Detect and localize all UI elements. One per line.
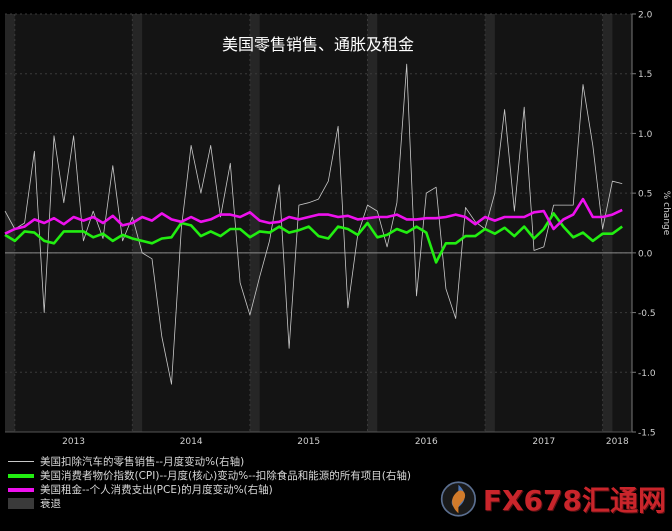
recession-band bbox=[485, 14, 495, 432]
legend-item: 衰退 bbox=[8, 497, 448, 510]
legend-swatch-retail-sales bbox=[8, 461, 34, 462]
x-tick-label: 2015 bbox=[297, 437, 320, 447]
watermark: FX678汇通网 bbox=[440, 477, 666, 521]
y-tick-label: -0.5 bbox=[638, 309, 656, 319]
y-axis-label: % change bbox=[661, 191, 671, 236]
y-tick-label: 0.0 bbox=[638, 249, 653, 259]
legend-label-rent: 美国租金--个人消费支出(PCE)的月度变动%(右轴) bbox=[40, 484, 273, 496]
plot-area bbox=[5, 14, 632, 432]
chart-title: 美国零售销售、通胀及租金 bbox=[222, 35, 414, 54]
legend-swatch-recession bbox=[8, 498, 34, 509]
series-line-2 bbox=[4, 197, 623, 235]
watermark-text: FX678汇通网 bbox=[482, 484, 666, 517]
series-line-1 bbox=[4, 212, 623, 264]
y-tick-label: -1.5 bbox=[638, 429, 656, 439]
legend-item: 美国消费者物价指数(CPI)--月度(核心)变动%--扣除食品和能源的所有项目(… bbox=[8, 469, 448, 482]
series-line-0 bbox=[4, 63, 623, 385]
y-tick-label: 1.5 bbox=[638, 70, 652, 80]
legend-label-retail-sales: 美国扣除汽车的零售销售--月度变动%(右轴) bbox=[40, 456, 245, 468]
line-chart: 2.0 1.5 1.0 0.5 0.0 -0.5 -1.0 -1.5 2013 2014 2015 2… bbox=[4, 11, 671, 447]
legend: 美国扣除汽车的零售销售--月度变动%(右轴) 美国消费者物价指数(CPI)--月… bbox=[8, 455, 448, 511]
x-tick-label: 2016 bbox=[415, 437, 438, 447]
recession-band bbox=[367, 14, 378, 432]
y-tick-label: 1.0 bbox=[638, 130, 653, 140]
recession-band bbox=[249, 14, 260, 432]
fx678-logo-icon bbox=[440, 481, 476, 517]
x-tick-label: 2018 bbox=[606, 437, 629, 447]
recession-band bbox=[602, 14, 613, 432]
legend-item: 美国租金--个人消费支出(PCE)的月度变动%(右轴) bbox=[8, 483, 448, 496]
legend-swatch-rent bbox=[8, 487, 34, 492]
x-tick-label: 2014 bbox=[180, 437, 203, 447]
legend-item: 美国扣除汽车的零售销售--月度变动%(右轴) bbox=[8, 455, 448, 468]
legend-swatch-core-cpi bbox=[8, 473, 34, 478]
y-tick-label: 0.5 bbox=[638, 190, 652, 200]
y-tick-label: -1.0 bbox=[638, 369, 656, 379]
x-tick-label: 2013 bbox=[62, 437, 85, 447]
recession-band bbox=[132, 14, 143, 432]
x-tick-label: 2017 bbox=[532, 437, 555, 447]
legend-label-core-cpi: 美国消费者物价指数(CPI)--月度(核心)变动%--扣除食品和能源的所有项目(… bbox=[40, 470, 411, 482]
legend-label-recession: 衰退 bbox=[40, 498, 61, 510]
recession-band bbox=[5, 14, 15, 432]
y-tick-label: 2.0 bbox=[638, 11, 653, 21]
